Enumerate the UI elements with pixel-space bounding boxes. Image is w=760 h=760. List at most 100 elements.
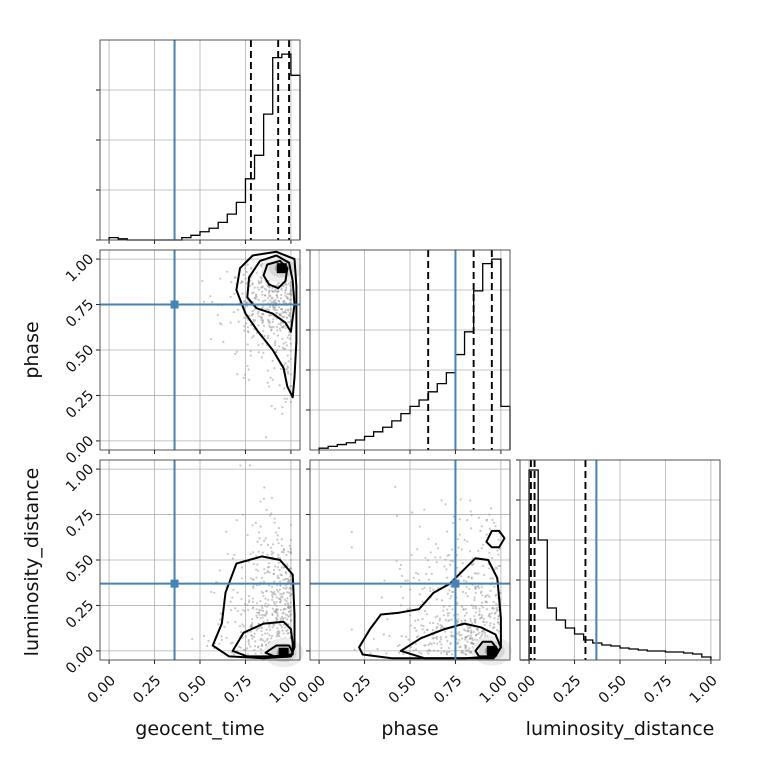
scatter-point bbox=[418, 579, 421, 582]
contour-line bbox=[485, 529, 506, 549]
scatter-point bbox=[461, 637, 464, 640]
scatter-point bbox=[253, 286, 256, 289]
scatter-point bbox=[350, 546, 353, 549]
scatter-point bbox=[484, 634, 487, 637]
scatter-point bbox=[456, 537, 459, 541]
scatter-point bbox=[473, 598, 476, 602]
scatter-point bbox=[255, 295, 258, 298]
scatter-point bbox=[284, 362, 287, 365]
scatter-point bbox=[476, 629, 479, 632]
scatter-point bbox=[280, 287, 283, 290]
scatter-point bbox=[284, 602, 287, 606]
scatter-point bbox=[464, 607, 468, 611]
scatter-point bbox=[288, 337, 291, 340]
scatter-point bbox=[285, 618, 289, 621]
scatter-point bbox=[452, 521, 455, 525]
scatter-point bbox=[493, 521, 496, 524]
scatter-point bbox=[409, 588, 412, 591]
scatter-point bbox=[457, 546, 460, 549]
scatter-point bbox=[494, 611, 497, 614]
scatter-point bbox=[444, 630, 447, 633]
scatter-point bbox=[213, 591, 216, 594]
scatter-point bbox=[253, 308, 256, 311]
scatter-point bbox=[254, 640, 257, 643]
scatter-point bbox=[425, 628, 429, 631]
scatter-point bbox=[476, 627, 479, 630]
scatter-point bbox=[440, 643, 443, 646]
scatter-point bbox=[260, 626, 264, 630]
scatter-point bbox=[255, 297, 258, 300]
scatter-point bbox=[466, 540, 469, 543]
scatter-point bbox=[269, 546, 273, 549]
scatter-point bbox=[259, 500, 262, 503]
scatter-point bbox=[253, 645, 257, 648]
scatter-point bbox=[289, 592, 293, 596]
scatter-point bbox=[451, 548, 454, 551]
scatter-point bbox=[282, 586, 285, 590]
scatter-point bbox=[473, 620, 477, 623]
scatter-point bbox=[272, 551, 275, 554]
scatter-point bbox=[283, 598, 287, 601]
scatter-point bbox=[262, 594, 265, 598]
scatter-point bbox=[287, 591, 290, 594]
scatter-point bbox=[376, 647, 379, 651]
density-peak bbox=[486, 645, 497, 656]
scatter-point bbox=[469, 617, 472, 621]
scatter-point bbox=[257, 645, 260, 648]
x-tick-label: 1.00 bbox=[477, 673, 511, 707]
scatter-point bbox=[492, 623, 496, 626]
scatter-point bbox=[479, 591, 483, 595]
scatter-point bbox=[440, 646, 443, 650]
scatter-point bbox=[445, 568, 448, 571]
scatter-point bbox=[474, 605, 477, 608]
scatter-point bbox=[399, 585, 403, 588]
scatter-point bbox=[261, 290, 264, 293]
scatter-point bbox=[289, 606, 293, 609]
scatter-point bbox=[282, 548, 286, 552]
scatter-point bbox=[446, 554, 449, 557]
scatter-point bbox=[206, 644, 209, 647]
scatter-point bbox=[491, 577, 494, 580]
scatter-point bbox=[414, 648, 418, 651]
scatter-point bbox=[277, 561, 280, 564]
scatter-point bbox=[446, 639, 449, 643]
scatter-point bbox=[483, 573, 486, 576]
scatter-point bbox=[252, 334, 255, 338]
scatter-point bbox=[267, 308, 271, 312]
scatter-point bbox=[219, 277, 222, 280]
scatter-point bbox=[279, 323, 282, 326]
scatter-point bbox=[420, 624, 423, 627]
scatter-point bbox=[261, 551, 264, 554]
scatter-point bbox=[272, 332, 276, 335]
scatter-point bbox=[429, 589, 432, 593]
scatter-point bbox=[287, 360, 290, 363]
scatter-point bbox=[285, 553, 288, 557]
scatter-point bbox=[288, 544, 291, 547]
scatter-point bbox=[404, 579, 407, 582]
scatter-point bbox=[470, 621, 474, 625]
scatter-point bbox=[223, 625, 226, 629]
scatter-point bbox=[472, 642, 475, 645]
scatter-point bbox=[220, 638, 224, 641]
scatter-point bbox=[272, 318, 275, 321]
scatter-point bbox=[474, 586, 477, 589]
scatter-point bbox=[286, 308, 290, 311]
scatter-point bbox=[256, 616, 259, 619]
scatter-point bbox=[289, 575, 292, 578]
scatter-point bbox=[449, 559, 453, 562]
scatter-point bbox=[267, 314, 271, 317]
scatter-point bbox=[261, 606, 264, 610]
contour-line bbox=[211, 555, 296, 660]
scatter-point bbox=[257, 288, 261, 291]
scatter-point bbox=[289, 552, 293, 555]
scatter-point bbox=[257, 298, 260, 302]
scatter-point bbox=[246, 647, 249, 650]
scatter-point bbox=[249, 354, 252, 357]
scatter-point bbox=[276, 576, 279, 579]
scatter-point bbox=[270, 634, 274, 638]
scatter-point bbox=[245, 301, 248, 304]
scatter-point bbox=[435, 635, 439, 639]
scatter-point bbox=[284, 341, 287, 344]
density-peak bbox=[276, 263, 287, 274]
